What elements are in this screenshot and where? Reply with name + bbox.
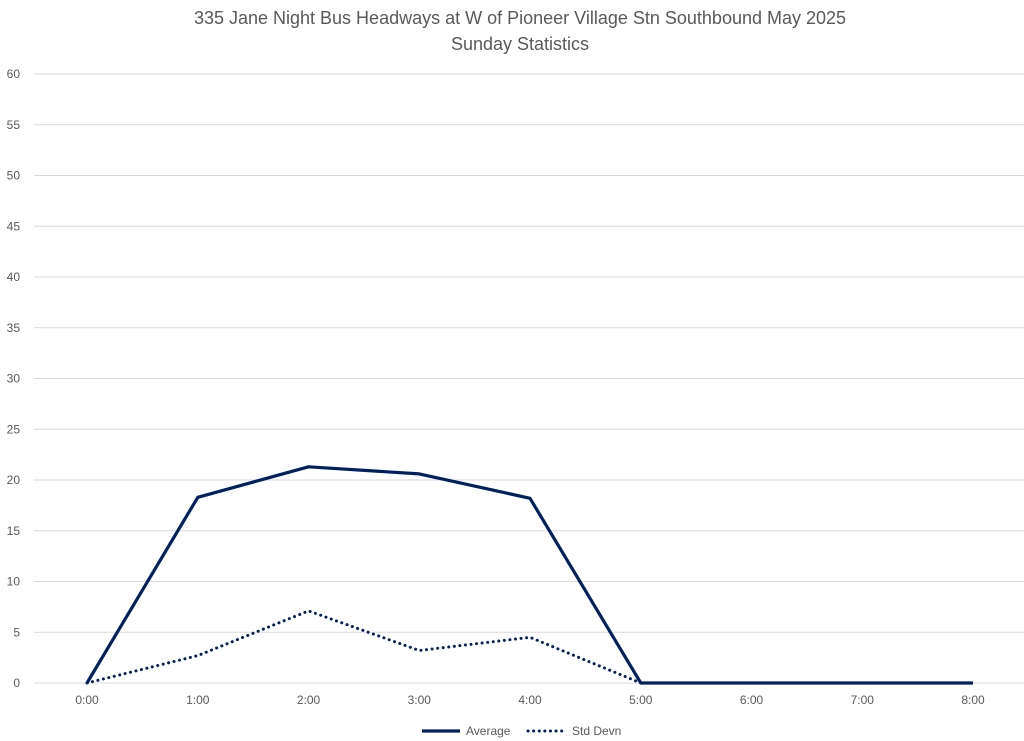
- y-tick-label: 5: [13, 625, 20, 639]
- y-tick-label: 55: [7, 118, 21, 132]
- x-tick-label: 5:00: [629, 693, 653, 707]
- y-tick-label: 0: [13, 676, 20, 690]
- legend-label-average: Average: [466, 724, 511, 738]
- x-tick-label: 2:00: [297, 693, 321, 707]
- y-tick-label: 25: [7, 422, 21, 436]
- series-line-std-devn: [85, 609, 643, 685]
- y-tick-label: 15: [7, 524, 21, 538]
- y-tick-label: 30: [7, 372, 21, 386]
- x-tick-label: 1:00: [186, 693, 210, 707]
- chart-subtitle: Sunday Statistics: [451, 34, 589, 54]
- y-tick-label: 45: [7, 219, 21, 233]
- legend-label-std-devn: Std Devn: [572, 724, 621, 738]
- y-tick-label: 35: [7, 321, 21, 335]
- y-tick-label: 40: [7, 270, 21, 284]
- y-axis-ticks: 0 5 10 15 20 25 30 35 40 45 50 55 60: [7, 67, 21, 690]
- y-tick-label: 50: [7, 169, 21, 183]
- y-tick-label: 20: [7, 473, 21, 487]
- y-tick-label: 10: [7, 575, 21, 589]
- grid-lines: [34, 73, 1024, 684]
- x-tick-label: 4:00: [518, 693, 542, 707]
- x-axis-ticks: 0:00 1:00 2:00 3:00 4:00 5:00 6:00 7:00 8:00: [75, 693, 985, 707]
- y-tick-label: 60: [7, 67, 21, 81]
- x-tick-label: 8:00: [961, 693, 985, 707]
- chart-title: 335 Jane Night Bus Headways at W of Pion…: [194, 8, 846, 28]
- series-lines: [85, 465, 973, 685]
- series-line-average: [85, 465, 973, 685]
- x-tick-label: 0:00: [75, 693, 99, 707]
- x-tick-label: 3:00: [408, 693, 432, 707]
- x-tick-label: 6:00: [740, 693, 764, 707]
- legend: Average Std Devn: [422, 724, 621, 738]
- x-tick-label: 7:00: [851, 693, 875, 707]
